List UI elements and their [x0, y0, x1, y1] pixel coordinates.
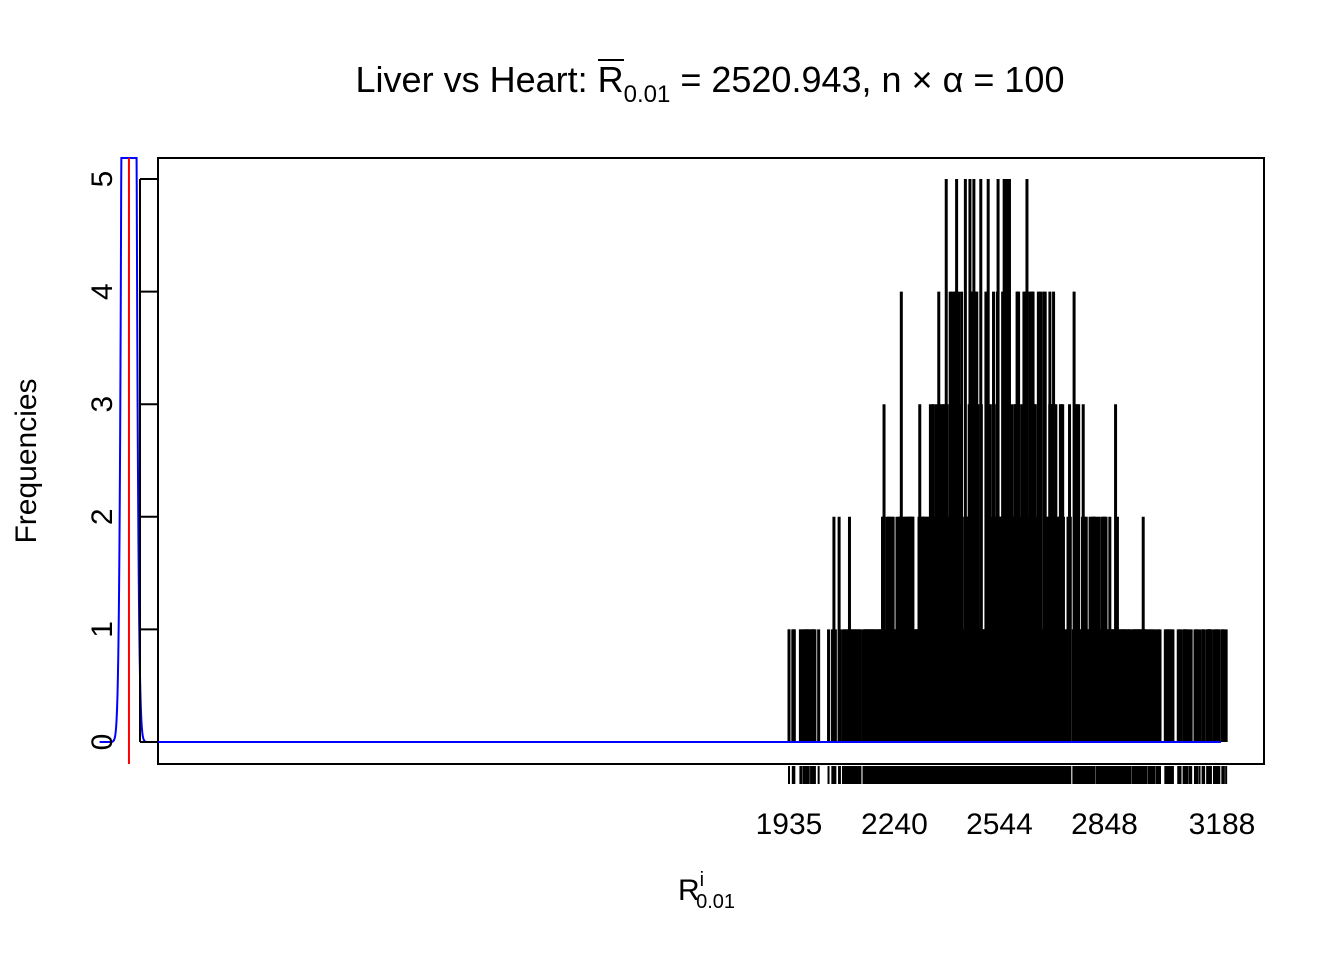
x-tick-label: 3188: [1189, 808, 1256, 841]
title-rbar-value: = 2520.943,: [670, 59, 881, 100]
x-axis-label: Ri 0.01: [678, 869, 735, 913]
x-label-sup: i: [700, 869, 704, 891]
x-tick-label: 2240: [861, 808, 928, 841]
title-rbar: R: [598, 59, 624, 100]
x-label-sub: 0.01: [696, 891, 735, 913]
y-axis-label: Frequencies: [10, 378, 43, 543]
y-axis: 0 1 2 3 4 5: [86, 171, 158, 751]
title-n-alpha: n × α = 100: [882, 59, 1065, 100]
title-prefix: Liver vs Heart:: [356, 59, 598, 100]
y-tick-label: 2: [86, 508, 119, 525]
y-tick-label: 0: [86, 734, 119, 751]
title-rbar-sub: 0.01: [624, 81, 671, 108]
x-axis: 1935 2240 2544 2848 3188: [756, 808, 1256, 841]
plot-frame: [157, 157, 1265, 765]
x-tick-label: 2848: [1071, 808, 1138, 841]
x-rug-marks: [788, 766, 1228, 784]
frequency-spikes: [787, 179, 1228, 742]
x-label-main: R: [678, 874, 700, 907]
y-tick-label: 3: [86, 396, 119, 413]
y-tick-label: 1: [86, 621, 119, 638]
svg-text:Liver vs Heart: R0.01 = 2520.9: Liver vs Heart: R0.01 = 2520.943, n × α …: [356, 59, 1065, 108]
x-tick-label: 1935: [756, 808, 823, 841]
y-tick-label: 5: [86, 171, 119, 188]
y-tick-label: 4: [86, 283, 119, 300]
x-tick-label: 2544: [966, 808, 1033, 841]
chart-title: Liver vs Heart: R0.01 = 2520.943, n × α …: [356, 59, 1065, 108]
